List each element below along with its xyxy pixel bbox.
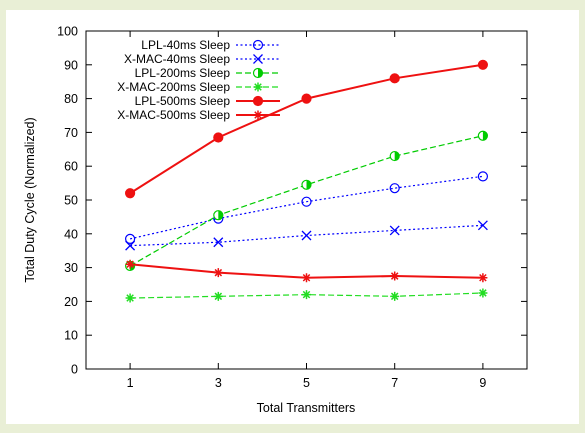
y-tick-label: 80 [64, 92, 78, 106]
data-point [213, 210, 224, 221]
y-tick-label: 90 [64, 58, 78, 72]
legend-swatch-marker [253, 110, 263, 120]
series-2 [124, 130, 488, 272]
data-point-fill [482, 131, 488, 141]
y-tick-label: 40 [64, 227, 78, 241]
data-point-fill [394, 151, 400, 161]
data-point [124, 233, 136, 244]
data-point [389, 183, 400, 194]
data-point [477, 220, 488, 231]
x-axis: 1 3 5 7 9 [127, 31, 486, 390]
data-point [301, 93, 312, 104]
data-point [301, 179, 312, 190]
legend-swatch-marker [252, 67, 264, 79]
data-point [390, 291, 400, 301]
data-point [477, 59, 488, 70]
data-point [477, 171, 488, 182]
series-4 [124, 59, 488, 199]
y-tick-label: 20 [64, 295, 78, 309]
y-axis: 0 10 20 30 40 50 60 70 80 90 100 [57, 25, 527, 377]
data-point [125, 293, 135, 303]
series-3 [125, 288, 488, 303]
y-tick-label: 100 [57, 25, 78, 39]
data-point [389, 150, 400, 162]
y-tick-label: 0 [71, 363, 78, 377]
x-tick-label: 5 [303, 376, 310, 390]
legend-swatch-marker [253, 82, 263, 92]
data-point [301, 230, 312, 241]
duty-cycle-line-chart: 0 10 20 30 40 50 60 70 80 90 100 1 3 5 7 9 Total Duty … [23, 25, 528, 415]
series-line [129, 175, 483, 240]
data-point [213, 268, 223, 278]
data-point [125, 240, 136, 251]
y-tick-label: 10 [64, 329, 78, 343]
legend-swatch-marker-fill [258, 68, 263, 78]
x-tick-label: 1 [127, 376, 134, 390]
data-point [302, 290, 311, 300]
legend-swatch-marker [252, 39, 264, 51]
legend-label: X-MAC-200ms Sleep [117, 80, 230, 94]
legend-label: LPL-500ms Sleep [135, 94, 231, 108]
x-tick-label: 7 [391, 376, 398, 390]
y-axis-label: Total Duty Cycle (Normalized) [23, 117, 37, 282]
data-point [390, 271, 400, 281]
data-point [213, 291, 223, 301]
series-layer [124, 59, 488, 303]
x-tick-label: 3 [215, 376, 222, 390]
legend-label: LPL-200ms Sleep [135, 66, 231, 80]
legend-label: LPL-40ms Sleep [141, 38, 230, 52]
y-tick-label: 30 [64, 261, 78, 275]
chart-frame: 0 10 20 30 40 50 60 70 80 90 100 1 3 5 7 9 Total Duty … [6, 10, 579, 424]
legend-swatch-marker [253, 54, 263, 64]
y-tick-label: 70 [64, 126, 78, 140]
data-point-fill [306, 180, 311, 190]
series-1 [125, 220, 488, 251]
data-point [302, 273, 311, 283]
x-tick-label: 9 [479, 376, 486, 390]
data-point [477, 130, 488, 141]
y-tick-label: 60 [64, 160, 78, 174]
data-point [389, 73, 400, 84]
data-point [478, 288, 488, 298]
data-point [389, 225, 400, 236]
legend-label: X-MAC-500ms Sleep [117, 108, 230, 122]
series-line [129, 135, 484, 267]
data-point [125, 259, 135, 269]
y-tick-label: 50 [64, 194, 78, 208]
data-point [124, 188, 136, 199]
data-point [213, 237, 224, 248]
legend-swatch-marker [252, 95, 264, 107]
data-point-fill [218, 210, 223, 220]
x-axis-label: Total Transmitters [257, 401, 356, 415]
legend-label: X-MAC-40ms Sleep [124, 52, 230, 66]
data-point [213, 132, 224, 143]
data-point [478, 273, 488, 283]
data-point [301, 196, 312, 207]
series-5 [125, 259, 488, 283]
